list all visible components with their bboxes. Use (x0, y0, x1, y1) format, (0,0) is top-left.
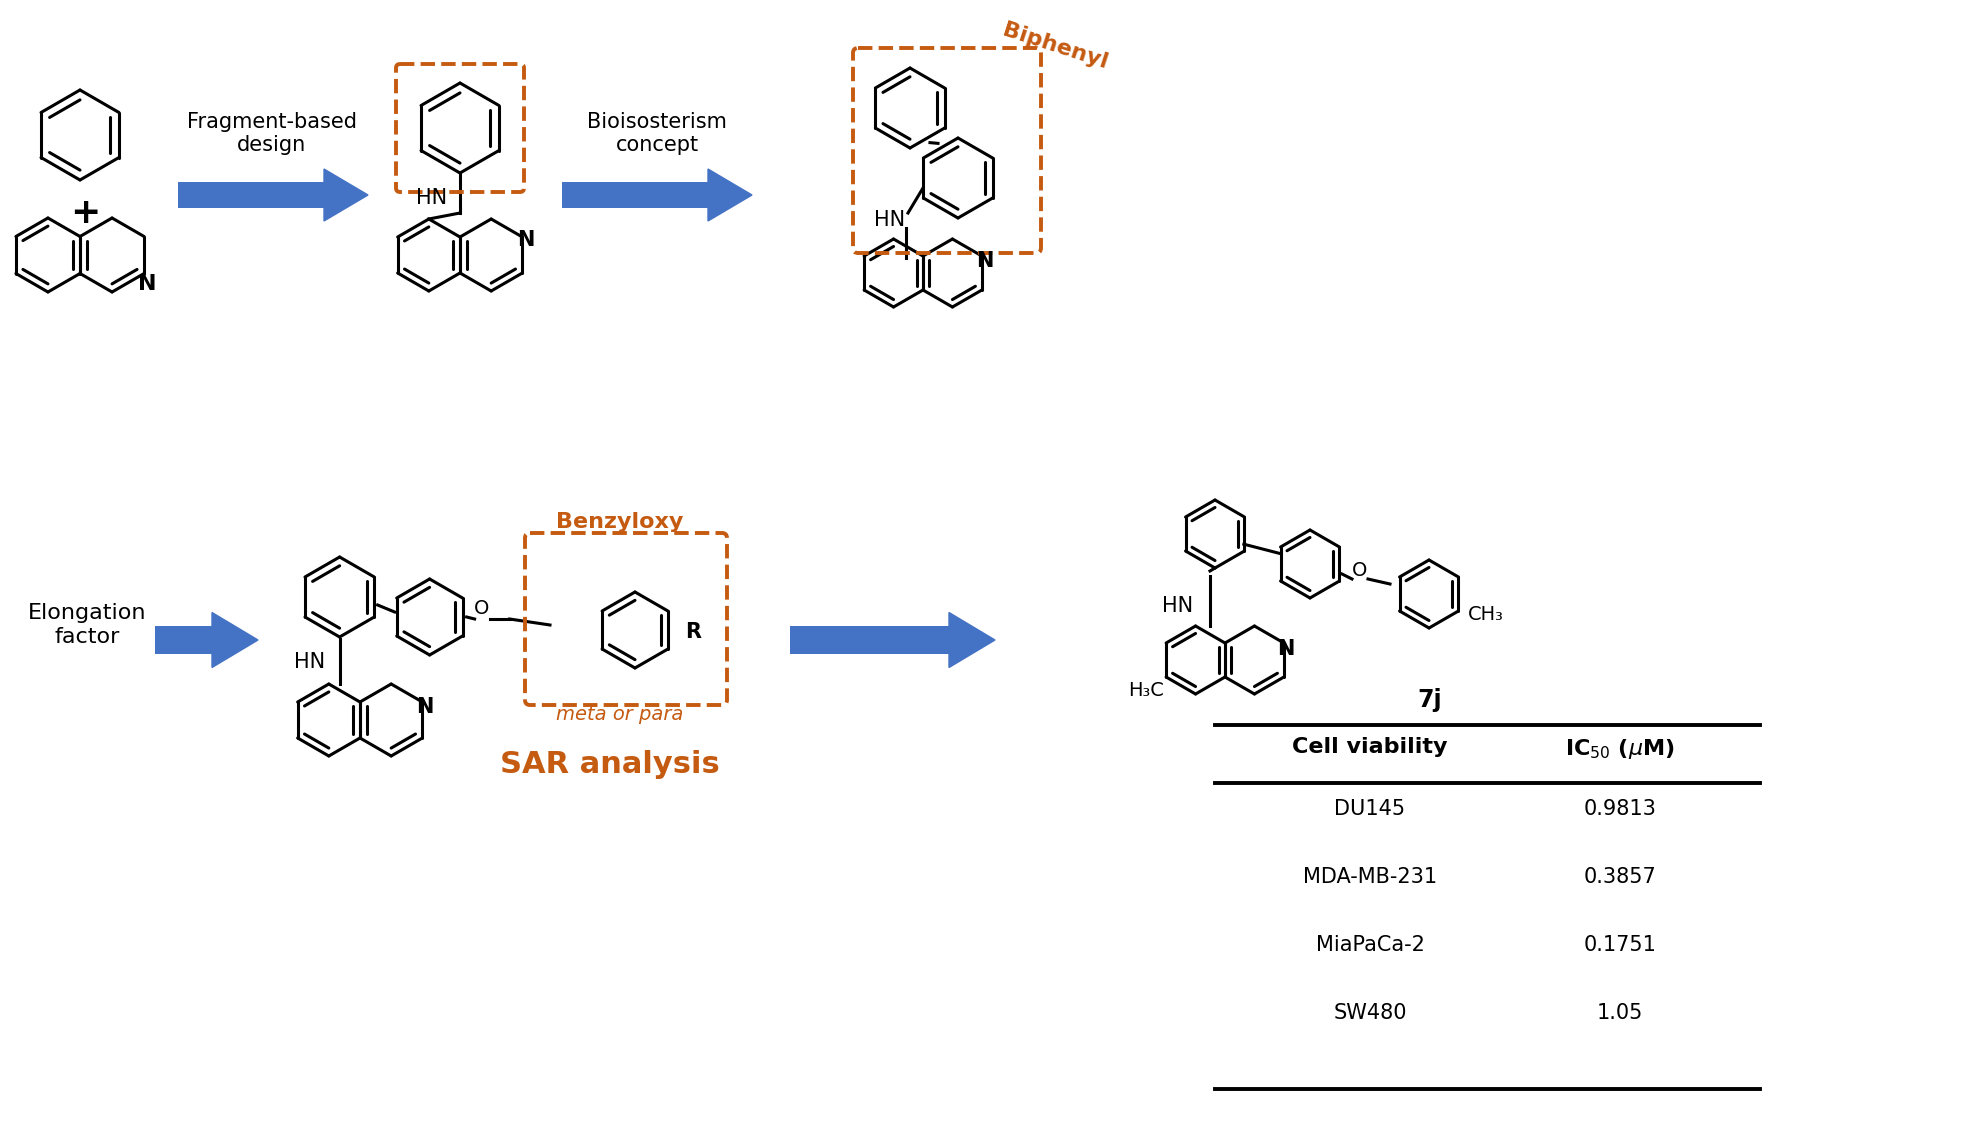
Text: HN: HN (294, 651, 326, 672)
Text: DU145: DU145 (1334, 799, 1405, 819)
Text: Fragment-based
design: Fragment-based design (187, 112, 357, 154)
Text: Benzyloxy: Benzyloxy (556, 513, 683, 532)
Text: N: N (415, 697, 433, 717)
Text: N: N (977, 251, 994, 271)
Bar (155, 626, 212, 654)
Bar (562, 182, 709, 208)
Text: Elongation
factor: Elongation factor (28, 603, 147, 646)
Text: N: N (516, 230, 534, 251)
Text: O: O (474, 599, 490, 619)
Text: +: + (69, 196, 99, 230)
Text: R: R (685, 622, 701, 642)
Text: HN: HN (875, 210, 905, 230)
Bar (179, 182, 324, 208)
Bar (790, 626, 949, 654)
Text: IC$_{50}$ ($\mu$M): IC$_{50}$ ($\mu$M) (1564, 737, 1675, 761)
Text: HN: HN (417, 188, 447, 208)
Text: 7j: 7j (1417, 688, 1443, 712)
Text: 1.05: 1.05 (1596, 1003, 1644, 1023)
Text: Biphenyl: Biphenyl (1000, 19, 1110, 72)
Text: SW480: SW480 (1334, 1003, 1407, 1023)
Polygon shape (324, 169, 367, 221)
Polygon shape (949, 612, 994, 667)
Text: N: N (137, 275, 157, 294)
Text: HN: HN (1163, 596, 1193, 615)
Text: 0.3857: 0.3857 (1584, 867, 1655, 887)
Text: Bioisosterism
concept: Bioisosterism concept (588, 112, 727, 154)
Text: 0.1751: 0.1751 (1584, 935, 1655, 955)
Text: H₃C: H₃C (1127, 681, 1163, 700)
Text: N: N (1276, 639, 1294, 659)
Polygon shape (709, 169, 752, 221)
Text: CH₃: CH₃ (1469, 604, 1505, 623)
Text: meta or para: meta or para (556, 705, 683, 724)
Polygon shape (212, 612, 258, 667)
Text: Cell viability: Cell viability (1292, 737, 1447, 757)
Text: O: O (1352, 562, 1368, 580)
Text: 0.9813: 0.9813 (1584, 799, 1655, 819)
Text: MiaPaCa-2: MiaPaCa-2 (1316, 935, 1425, 955)
Text: MDA-MB-231: MDA-MB-231 (1302, 867, 1437, 887)
Text: SAR analysis: SAR analysis (500, 750, 721, 779)
